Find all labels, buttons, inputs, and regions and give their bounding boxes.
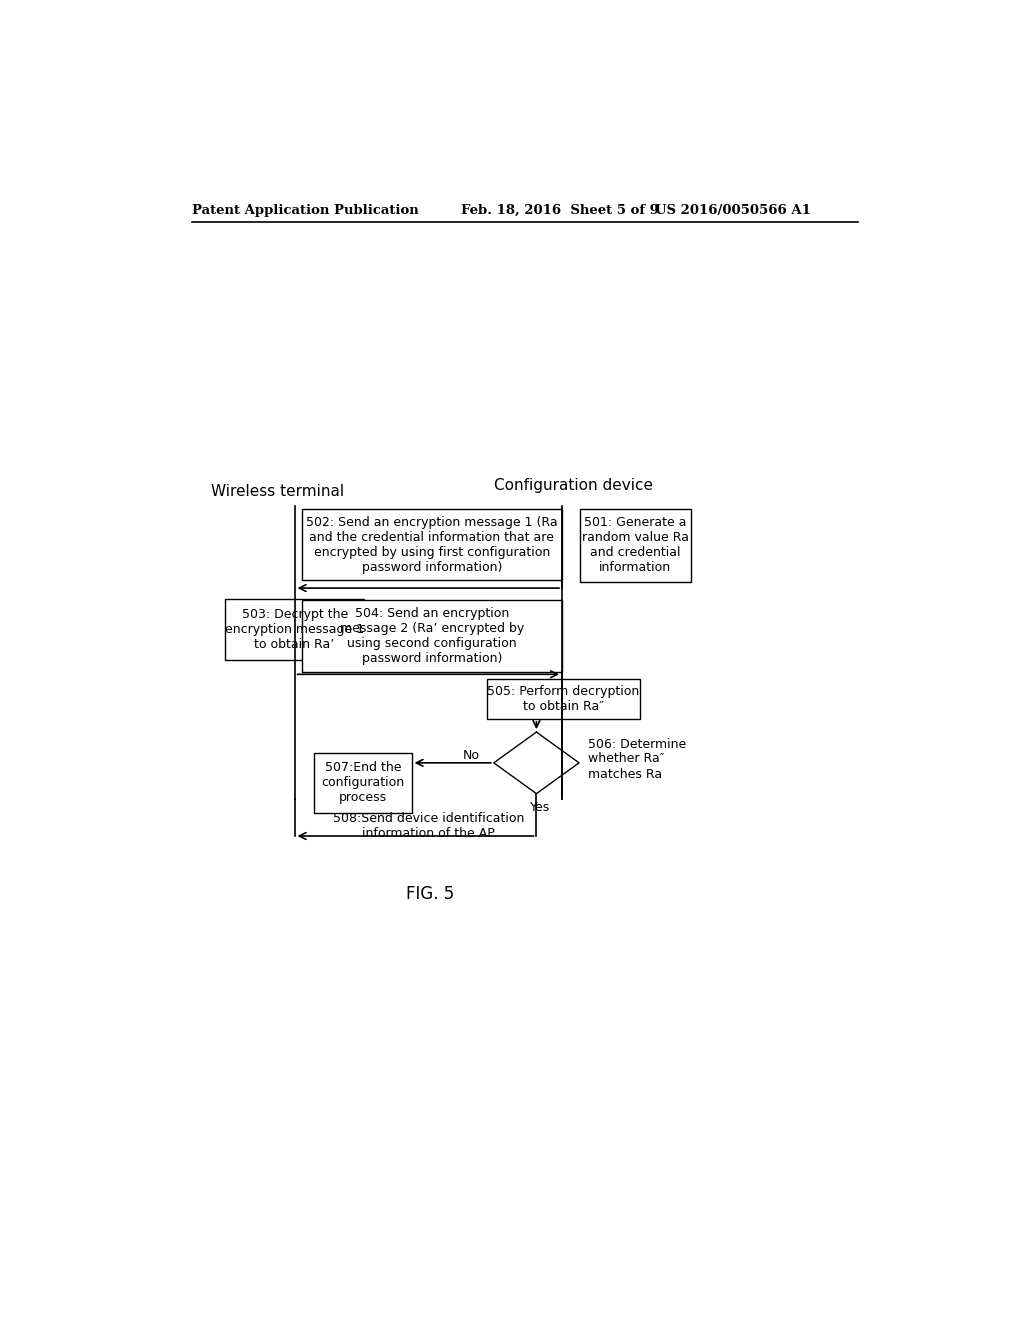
Text: 507:End the
configuration
process: 507:End the configuration process (322, 762, 404, 804)
Text: Yes: Yes (530, 801, 551, 814)
Polygon shape (494, 733, 579, 793)
Text: US 2016/0050566 A1: US 2016/0050566 A1 (655, 205, 811, 218)
Text: Wireless terminal: Wireless terminal (211, 483, 344, 499)
Bar (486, 678, 640, 719)
Text: 505: Perform decryption
to obtain Ra″: 505: Perform decryption to obtain Ra″ (487, 685, 639, 713)
Text: 508:Send device identification
information of the AP: 508:Send device identification informati… (333, 812, 524, 840)
Bar (314, 752, 412, 813)
Text: Configuration device: Configuration device (495, 478, 653, 494)
Bar (302, 508, 562, 581)
Text: 502: Send an encryption message 1 (Ra
and the credential information that are
en: 502: Send an encryption message 1 (Ra an… (306, 516, 558, 574)
Text: 506: Determine
whether Ra″
matches Ra: 506: Determine whether Ra″ matches Ra (589, 738, 687, 780)
Bar (302, 601, 562, 672)
Text: 504: Send an encryption
message 2 (Ra’ encrypted by
using second configuration
p: 504: Send an encryption message 2 (Ra’ e… (340, 607, 524, 665)
Text: FIG. 5: FIG. 5 (407, 884, 455, 903)
Bar (580, 508, 690, 582)
Text: Patent Application Publication: Patent Application Publication (191, 205, 418, 218)
Text: No: No (463, 748, 480, 762)
Bar (225, 599, 365, 660)
Text: Feb. 18, 2016  Sheet 5 of 9: Feb. 18, 2016 Sheet 5 of 9 (461, 205, 659, 218)
Text: 501: Generate a
random value Ra
and credential
information: 501: Generate a random value Ra and cred… (582, 516, 689, 574)
Text: 503: Decrypt the
encryption message 1
to obtain Ra’: 503: Decrypt the encryption message 1 to… (225, 609, 365, 651)
